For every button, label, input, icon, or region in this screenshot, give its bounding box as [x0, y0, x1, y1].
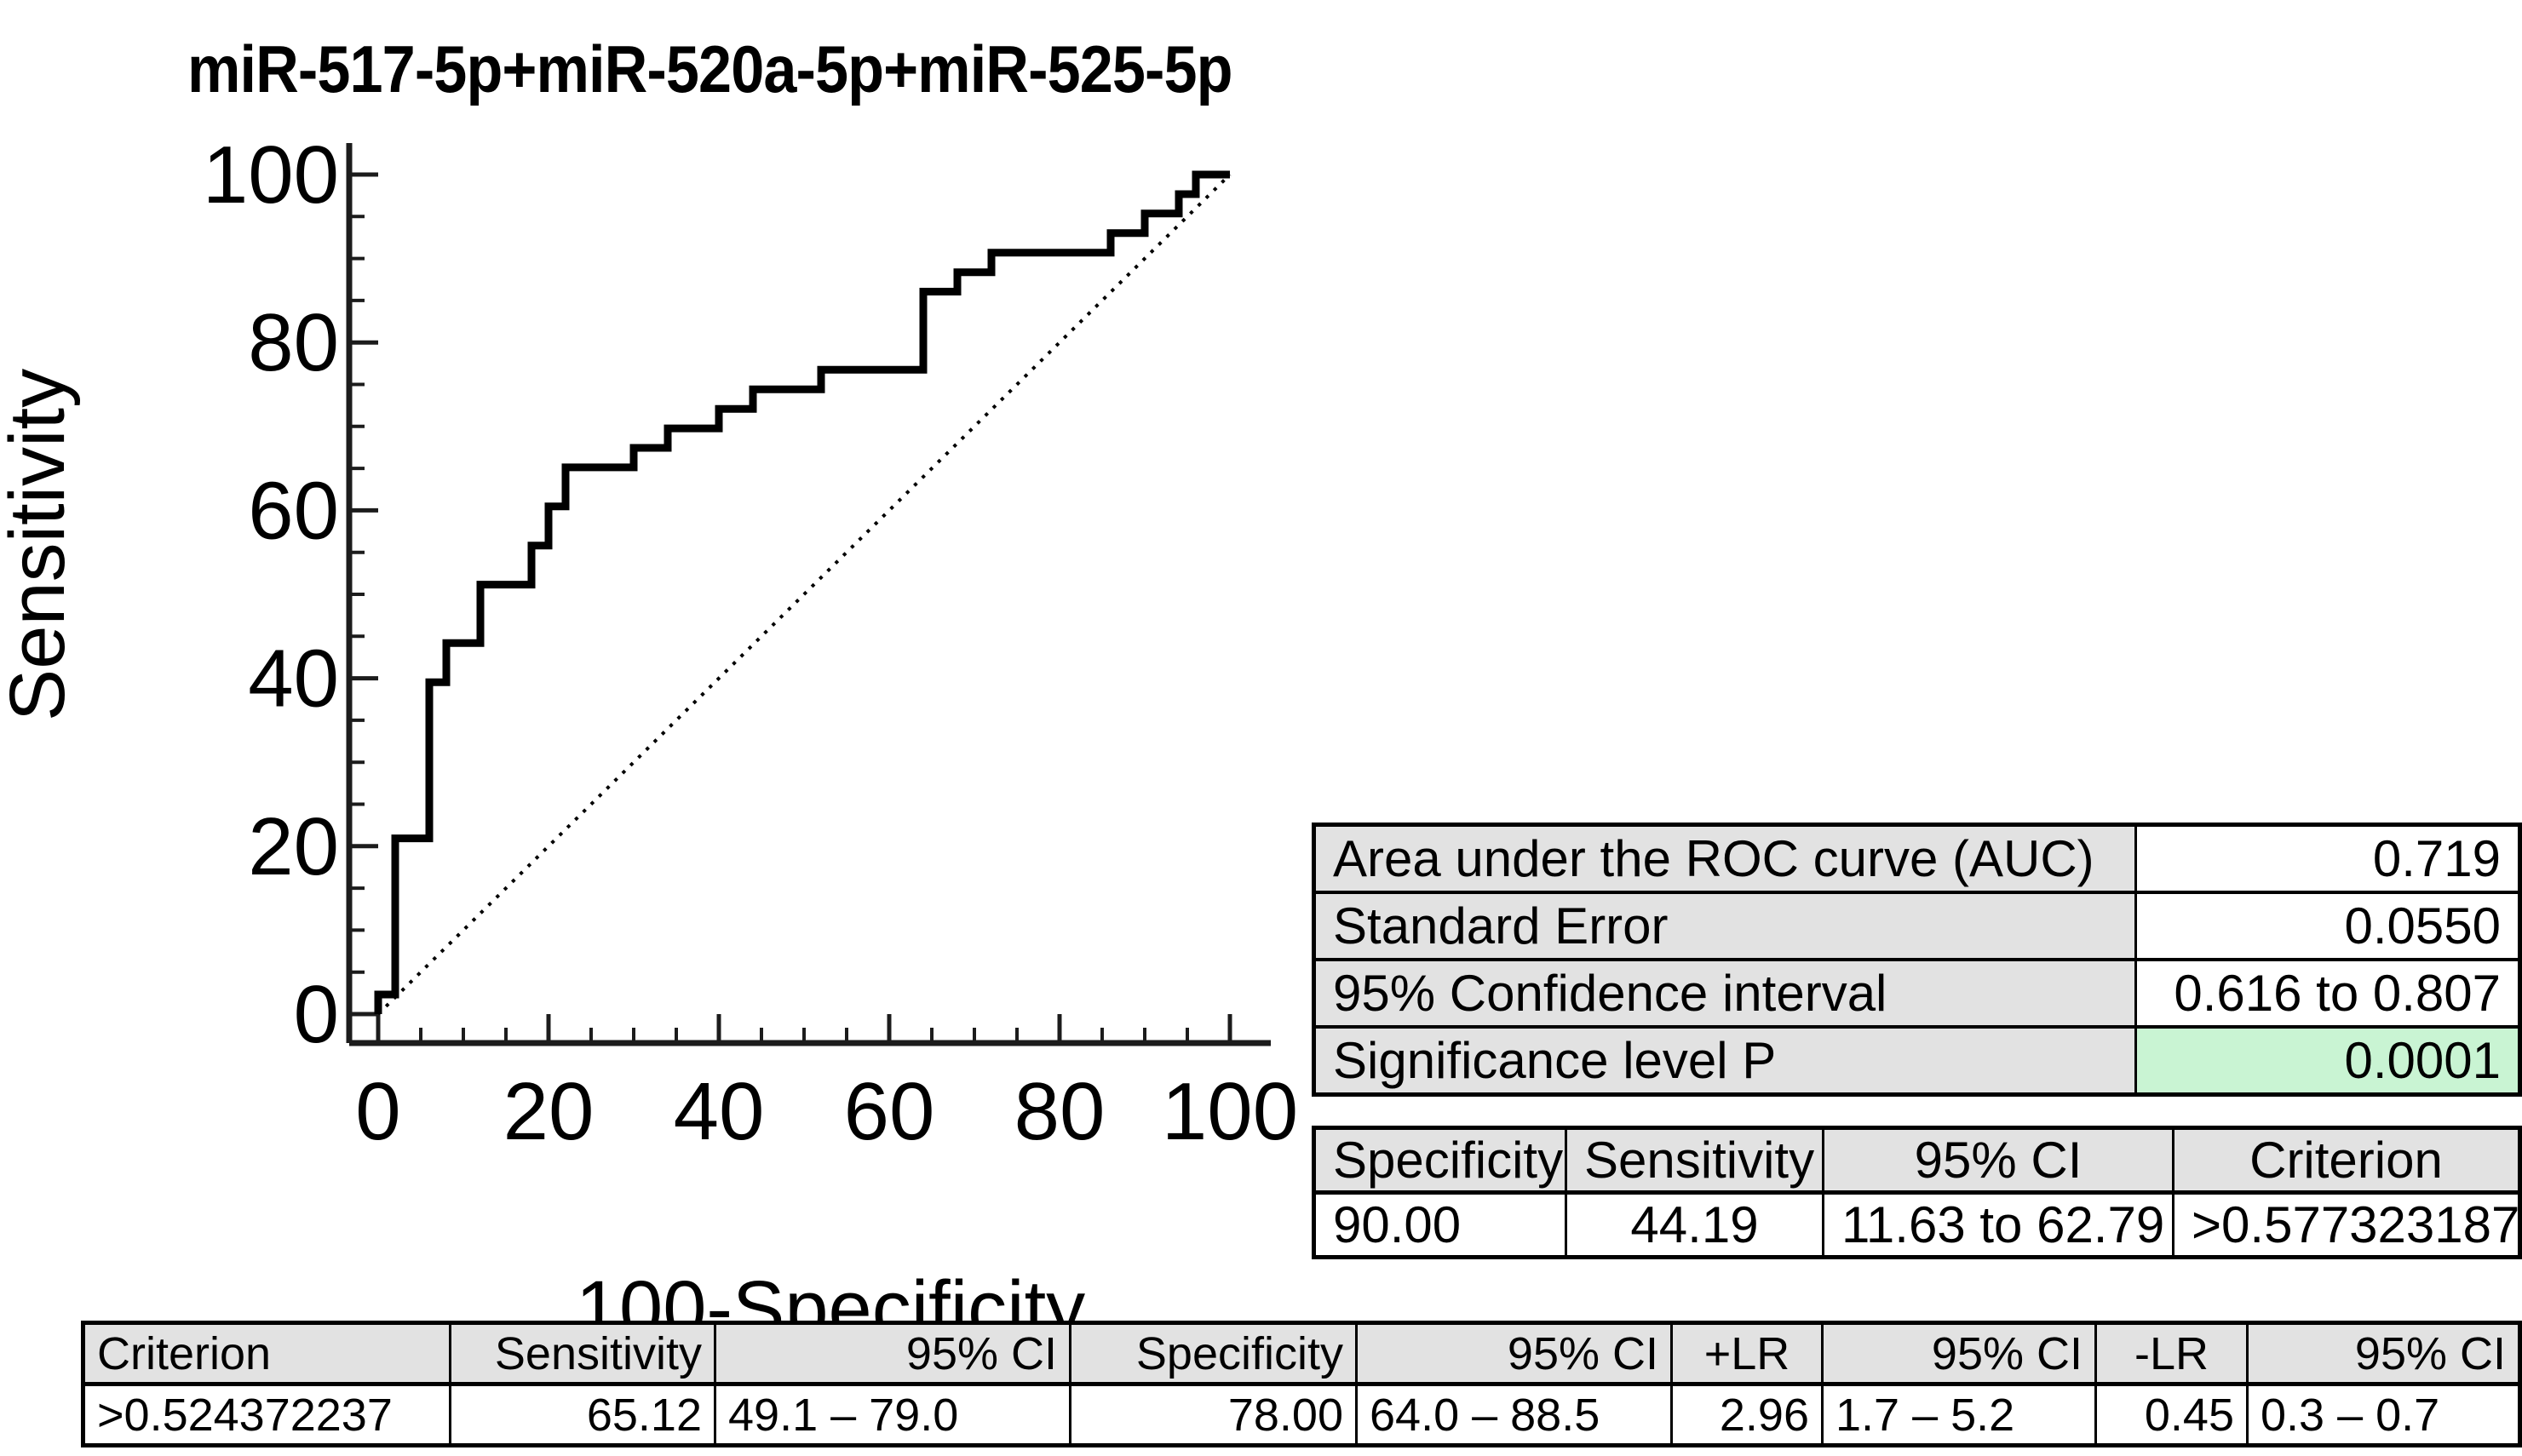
ci-value: 11.63 to 62.79 [1822, 1191, 2174, 1258]
column-header-specificity: Specificity [1313, 1126, 1567, 1195]
column-header-plus-lr: +LR [1670, 1321, 1824, 1386]
auc-summary-table: Area under the ROC curve (AUC) 0.719 Sta… [1312, 823, 2522, 1097]
table-row: Area under the ROC curve (AUC) 0.719 [1313, 823, 2521, 894]
sensitivity-value: 44.19 [1565, 1191, 1824, 1258]
auc-value: 0.719 [2134, 823, 2521, 894]
column-header-sensitivity: Sensitivity [1565, 1126, 1824, 1195]
standard-error-value: 0.0550 [2134, 891, 2521, 961]
x-tick-label: 0 [355, 1066, 400, 1157]
column-header-ci: 95% CI [2246, 1321, 2521, 1386]
sensitivity-value: 65.12 [449, 1383, 716, 1447]
table-row: 90.00 44.19 11.63 to 62.79 >0.577323187 [1313, 1191, 2521, 1258]
chart-title: miR-517-5p+miR-520a-5p+miR-525-5p [187, 32, 1233, 106]
operating-point-table: Specificity Sensitivity 95% CI Criterion… [1312, 1126, 2522, 1259]
column-header-specificity: Specificity [1069, 1321, 1358, 1386]
column-header-ci: 95% CI [1355, 1321, 1673, 1386]
x-tick-label: 60 [844, 1066, 935, 1157]
table-row: Standard Error 0.0550 [1313, 891, 2521, 961]
criterion-detail-table: Criterion Sensitivity 95% CI Specificity… [81, 1321, 2522, 1447]
specificity-value: 78.00 [1069, 1383, 1358, 1447]
x-tick-label: 80 [1014, 1066, 1106, 1157]
standard-error-label: Standard Error [1313, 891, 2137, 961]
significance-value-highlighted: 0.0001 [2134, 1025, 2521, 1097]
column-header-criterion: Criterion [2172, 1126, 2521, 1195]
y-axis-title: Sensitivity [0, 369, 81, 721]
x-tick-label: 20 [503, 1066, 595, 1157]
minus-lr-ci-value: 0.3 – 0.7 [2246, 1383, 2521, 1447]
sensitivity-ci-value: 49.1 – 79.0 [714, 1383, 1071, 1447]
roc-plot: 0 20 40 60 80 100020406080100100-SpecificityS… [0, 129, 1298, 1352]
specificity-ci-value: 64.0 – 88.5 [1355, 1383, 1673, 1447]
column-header-ci: 95% CI [1821, 1321, 2097, 1386]
criterion-value: >0.524372237 [82, 1383, 451, 1447]
table-row: 95% Confidence interval 0.616 to 0.807 [1313, 958, 2521, 1029]
significance-label: Significance level P [1313, 1025, 2137, 1097]
y-tick-label: 100 [203, 129, 339, 221]
confidence-interval-value: 0.616 to 0.807 [2134, 958, 2521, 1029]
column-header-criterion: Criterion [82, 1321, 451, 1386]
y-tick-label: 0 [294, 969, 339, 1060]
column-header-ci: 95% CI [1822, 1126, 2174, 1195]
plus-lr-value: 2.96 [1670, 1383, 1824, 1447]
plus-lr-ci-value: 1.7 – 5.2 [1821, 1383, 2097, 1447]
y-tick-label: 20 [248, 801, 339, 892]
reference-diagonal-line [376, 173, 1232, 1016]
criterion-value: >0.577323187 [2172, 1191, 2521, 1258]
y-tick-label: 60 [248, 465, 339, 556]
y-tick-label: 40 [248, 633, 339, 725]
column-header-sensitivity: Sensitivity [449, 1321, 716, 1386]
roc-curve-line [374, 170, 1230, 1014]
table-row: Significance level P 0.0001 [1313, 1025, 2521, 1097]
auc-label: Area under the ROC curve (AUC) [1313, 823, 2137, 894]
table-header-row: Specificity Sensitivity 95% CI Criterion [1313, 1126, 2521, 1195]
specificity-value: 90.00 [1313, 1191, 1567, 1258]
x-tick-label: 40 [674, 1066, 765, 1157]
confidence-interval-label: 95% Confidence interval [1313, 958, 2137, 1029]
column-header-ci: 95% CI [714, 1321, 1071, 1386]
table-header-row: Criterion Sensitivity 95% CI Specificity… [82, 1321, 2521, 1386]
column-header-minus-lr: -LR [2094, 1321, 2249, 1386]
table-row: >0.524372237 65.12 49.1 – 79.0 78.00 64.… [82, 1383, 2521, 1447]
x-tick-label: 100 [1162, 1066, 1298, 1157]
y-tick-label: 80 [248, 297, 339, 388]
minus-lr-value: 0.45 [2094, 1383, 2249, 1447]
